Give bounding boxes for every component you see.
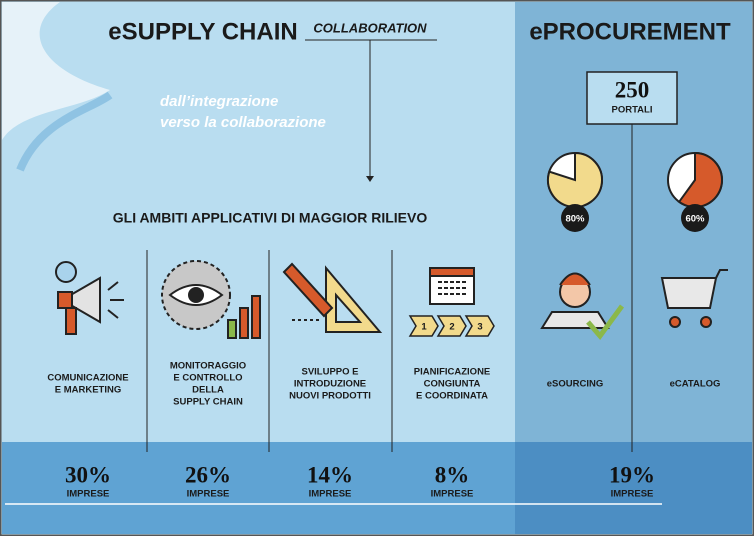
area-share: 26% [185, 462, 231, 487]
pie-badge [681, 204, 709, 232]
monitor-icon [161, 260, 261, 339]
procurement-share: 19% [609, 462, 655, 487]
left-title: eSUPPLY CHAIN [108, 18, 297, 45]
step-label: 1 [421, 322, 427, 333]
procurement-label: eSOURCING [547, 379, 603, 390]
area-unit: IMPRESE [67, 489, 110, 500]
area-label: CONGIUNTA [424, 379, 481, 390]
calendar-icon [429, 267, 475, 305]
tagline: dall’integrazione [160, 93, 278, 110]
portals-value: 250 [615, 77, 650, 102]
step-label: 3 [477, 322, 482, 333]
procurement-label: eCATALOG [670, 379, 721, 390]
step-label: 2 [449, 322, 454, 333]
arrow-head [366, 176, 374, 182]
area-unit: IMPRESE [309, 489, 352, 500]
swoosh-edge [16, 91, 113, 172]
megaphone-icon [55, 261, 124, 335]
step-chevron [436, 315, 467, 337]
area-unit: IMPRESE [187, 489, 230, 500]
area-label: E CONTROLLO [173, 373, 242, 384]
area-label: MONITORAGGIO [170, 361, 246, 372]
left-subtitle: COLLABORATION [313, 20, 427, 35]
step-chevron [408, 315, 439, 337]
ruler-icon [282, 262, 383, 333]
area-label: INTRODUZIONE [294, 379, 366, 390]
step-chevron [464, 315, 495, 337]
right-title: ePROCUREMENT [529, 18, 731, 45]
area-label: COMUNICAZIONE [47, 373, 128, 384]
swoosh [2, 2, 110, 140]
pie-slice [547, 151, 603, 208]
tagline: verso la collaborazione [160, 114, 326, 131]
pie-label: 60% [685, 214, 705, 225]
bottom-band-right [515, 442, 752, 534]
area-share: 30% [65, 462, 111, 487]
area-label: SVILUPPO E [301, 367, 358, 378]
area-label: DELLA [192, 385, 224, 396]
bottom-band [2, 442, 515, 534]
pie-badge [561, 204, 589, 232]
area-label: SUPPLY CHAIN [173, 397, 243, 408]
area-share: 8% [435, 462, 470, 487]
area-label: E MARKETING [55, 385, 122, 396]
cart-icon [660, 269, 728, 328]
pie-label: 80% [565, 214, 585, 225]
area-label: E COORDINATA [416, 391, 488, 402]
portals-label: PORTALI [612, 105, 653, 116]
procurement-panel [515, 2, 752, 442]
section-title: GLI AMBITI APPLICATIVI DI MAGGIOR RILIEV… [113, 210, 428, 226]
area-unit: IMPRESE [431, 489, 474, 500]
procurement-unit: IMPRESE [611, 489, 654, 500]
area-share: 14% [307, 462, 353, 487]
area-label: NUOVI PRODOTTI [289, 391, 371, 402]
area-label: PIANIFICAZIONE [414, 367, 491, 378]
portals-box [586, 71, 678, 125]
buyer-icon [540, 272, 625, 341]
